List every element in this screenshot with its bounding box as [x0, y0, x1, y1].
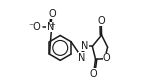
Text: O: O	[103, 53, 110, 63]
Text: O: O	[97, 16, 105, 26]
Text: ⁻O: ⁻O	[29, 22, 41, 32]
Text: O: O	[48, 9, 56, 19]
Text: +: +	[49, 22, 55, 28]
Text: N: N	[81, 41, 89, 51]
Text: O: O	[90, 69, 97, 79]
Text: N: N	[46, 22, 54, 32]
Text: N: N	[78, 53, 86, 63]
